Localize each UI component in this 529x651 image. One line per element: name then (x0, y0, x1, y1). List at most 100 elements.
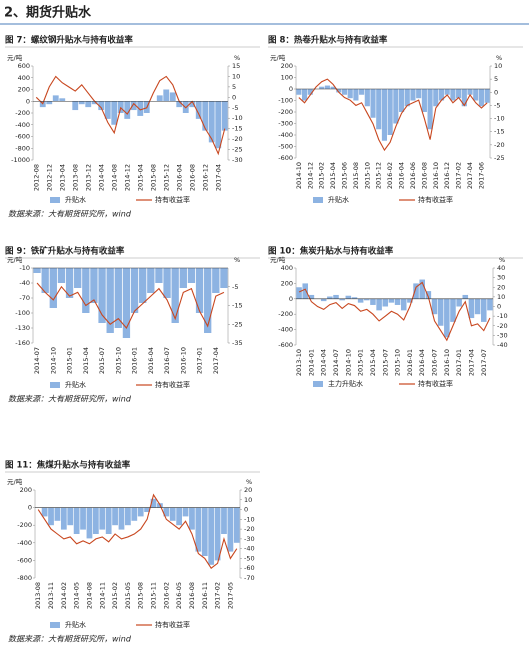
legend-swatch (50, 197, 60, 203)
x-tick-label: 2015-11 (150, 582, 158, 609)
bar (111, 101, 118, 125)
y2-tick-label: -15 (232, 125, 243, 133)
y-unit: 元/吨 (7, 255, 23, 264)
y2-tick-label: 40 (497, 264, 505, 272)
bar (176, 507, 183, 526)
y-tick-label: 0 (289, 85, 293, 93)
x-tick-label: 2013-12 (84, 164, 92, 191)
line (298, 281, 491, 342)
bar (130, 268, 139, 313)
y-tick-label: -130 (15, 324, 30, 332)
y2-tick-label: -10 (497, 312, 508, 320)
y-tick-label: -200 (17, 521, 32, 529)
bar (82, 268, 90, 313)
x-tick-label: 2015-07 (381, 349, 389, 376)
bar (347, 89, 353, 99)
y2-tick-label: -15 (494, 128, 505, 136)
bar (91, 101, 98, 105)
bar (156, 95, 163, 102)
y2-tick-label: -20 (232, 135, 243, 143)
y2-tick-label: -20 (244, 525, 255, 533)
bar (357, 298, 364, 303)
bar (54, 507, 61, 521)
y2-unit: % (496, 54, 502, 62)
bar (221, 507, 227, 534)
bar (65, 268, 74, 298)
bar (85, 101, 92, 108)
bar (345, 295, 352, 299)
bar (233, 507, 240, 543)
source-note: 数据来源：大有期货研究所，wind (8, 635, 132, 644)
bar (353, 89, 359, 101)
x-tick-label: 2017-06 (477, 162, 485, 189)
x-tick-label: 2014-07 (332, 349, 340, 376)
bar (227, 507, 234, 552)
bar (220, 268, 228, 288)
bar (214, 507, 221, 561)
bar (130, 101, 137, 111)
legend-swatch (313, 197, 323, 203)
bar (416, 89, 422, 99)
bar (456, 89, 462, 99)
bar (46, 101, 53, 105)
x-tick-label: 2015-07 (98, 347, 106, 374)
x-tick-label: 2014-11 (98, 582, 106, 609)
bar (327, 296, 333, 299)
bar (204, 268, 212, 333)
bar (98, 101, 105, 111)
x-tick-label: 2016-12 (443, 162, 451, 189)
y2-tick-label: -10 (494, 115, 505, 123)
bar (381, 89, 388, 141)
y2-tick-label: -15 (232, 302, 243, 310)
y-tick-label: 0 (26, 97, 30, 105)
y2-tick-label: -25 (494, 154, 505, 162)
bar (333, 294, 339, 299)
y-tick-label: -400 (15, 121, 30, 129)
bar (176, 101, 183, 108)
bar (163, 507, 170, 517)
bar (72, 101, 79, 111)
x-tick-label: 2016-04 (398, 162, 406, 189)
y2-tick-label: -60 (244, 564, 255, 572)
x-tick-label: 2017-04 (466, 162, 474, 189)
x-tick-label: 2014-01 (307, 349, 315, 376)
bar (169, 92, 176, 102)
bar (336, 89, 342, 93)
x-tick-label: 2016-07 (163, 347, 171, 374)
bar (163, 89, 170, 102)
bar (410, 89, 416, 101)
y-tick-label: -300 (278, 120, 293, 128)
y2-tick-label: -40 (497, 341, 508, 349)
bar (484, 89, 490, 103)
bar (393, 89, 399, 124)
x-tick-label: 2015-10 (363, 162, 371, 189)
y2-tick-label: -5 (232, 104, 238, 112)
line (35, 75, 226, 156)
y2-unit: % (499, 256, 505, 264)
x-tick-label: 2015-04 (136, 164, 144, 191)
bar (60, 507, 67, 530)
bar (296, 287, 302, 299)
x-tick-label: 2016-04 (418, 349, 426, 376)
bar (125, 507, 131, 526)
x-tick-label: 2014-10 (49, 347, 57, 374)
x-tick-label: 2017-05 (226, 582, 234, 609)
chart-title: 图 7：螺纹钢升贴水与持有收益率 (5, 35, 133, 46)
line (298, 78, 488, 152)
y-unit: 元/吨 (7, 477, 23, 486)
legend-label: 持有收益率 (155, 620, 190, 629)
y-unit: 元/吨 (7, 53, 23, 62)
legend-label: 持有收益率 (155, 195, 190, 204)
bar (189, 101, 196, 108)
bar (155, 268, 163, 283)
bar (319, 86, 325, 89)
bar (450, 89, 456, 101)
bar (456, 298, 462, 307)
bar (124, 101, 131, 119)
x-tick-label: 2014-02 (60, 582, 68, 609)
bar (112, 507, 118, 526)
bar (67, 507, 74, 526)
y-tick-label: -200 (278, 310, 293, 318)
y2-tick-label: 20 (497, 283, 505, 291)
y-tick-label: -100 (15, 309, 30, 317)
